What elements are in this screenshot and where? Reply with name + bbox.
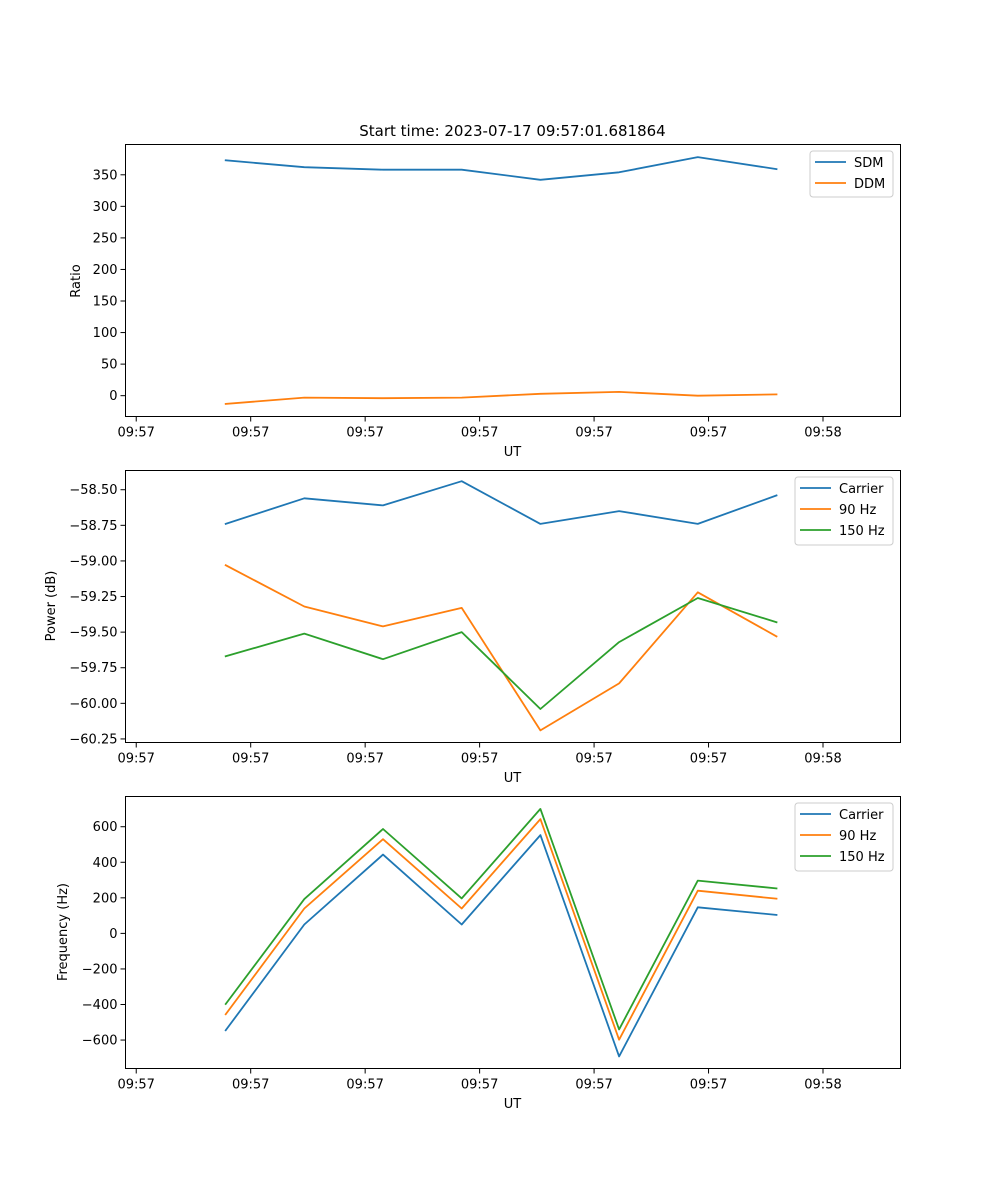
y-tick-label: 150 bbox=[93, 295, 118, 310]
y-tick-label: −58.75 bbox=[69, 519, 117, 534]
y-tick-label: −59.75 bbox=[69, 661, 117, 676]
x-tick-label: 09:57 bbox=[575, 1078, 612, 1093]
x-tick-label: 09:58 bbox=[804, 426, 841, 441]
series-line-90hz bbox=[224, 818, 778, 1041]
x-tick-label: 09:57 bbox=[461, 752, 498, 767]
power-y-label: Power (dB) bbox=[44, 571, 59, 642]
x-tick-label: 09:57 bbox=[232, 752, 269, 767]
x-tick-label: 09:57 bbox=[690, 1078, 727, 1093]
y-tick-label: 400 bbox=[93, 856, 118, 871]
frequency-x-label: UT bbox=[504, 1097, 522, 1112]
y-tick-label: −59.00 bbox=[69, 554, 117, 569]
legend-label-90hz: 90 Hz bbox=[839, 503, 876, 518]
legend-label-carrier: Carrier bbox=[839, 482, 884, 497]
series-line-carrier bbox=[224, 480, 778, 526]
x-tick-label: 09:57 bbox=[117, 1078, 154, 1093]
x-tick-label: 09:57 bbox=[232, 426, 269, 441]
series-line-sdm bbox=[224, 156, 778, 181]
chart-title: Start time: 2023-07-17 09:57:01.681864 bbox=[359, 122, 665, 140]
frequency-y-axis: −600 −400 −200 0 200 400 600 bbox=[82, 820, 126, 1049]
frequency-plot-frame bbox=[125, 796, 901, 1069]
x-tick-label: 09:57 bbox=[117, 426, 154, 441]
legend-label-150hz: 150 Hz bbox=[839, 850, 885, 865]
x-tick-label: 09:57 bbox=[575, 752, 612, 767]
y-tick-label: 300 bbox=[93, 200, 118, 215]
legend-label-sdm: SDM bbox=[854, 156, 883, 171]
frequency-x-axis: 09:57 09:57 09:57 09:57 09:57 09:57 09:58 bbox=[117, 1068, 842, 1093]
ratio-plot-frame bbox=[125, 144, 901, 417]
x-tick-label: 09:58 bbox=[804, 752, 841, 767]
y-tick-label: 100 bbox=[93, 326, 118, 341]
x-tick-label: 09:57 bbox=[461, 1078, 498, 1093]
y-tick-label: −200 bbox=[82, 962, 118, 977]
frequency-y-label: Frequency (Hz) bbox=[56, 883, 71, 981]
ratio-legend: SDM DDM bbox=[809, 150, 894, 198]
series-line-carrier bbox=[224, 834, 778, 1058]
y-tick-label: 250 bbox=[93, 231, 118, 246]
y-tick-label: −58.50 bbox=[69, 483, 117, 498]
y-tick-label: −600 bbox=[82, 1034, 118, 1049]
y-tick-label: −60.00 bbox=[69, 697, 117, 712]
power-legend-box bbox=[794, 476, 894, 546]
x-tick-label: 09:57 bbox=[232, 1078, 269, 1093]
legend-label-150hz: 150 Hz bbox=[839, 524, 885, 539]
y-tick-label: 0 bbox=[109, 927, 117, 942]
ratio-x-axis: 09:57 09:57 09:57 09:57 09:57 09:57 09:58 bbox=[117, 416, 842, 441]
legend-label-ddm: DDM bbox=[854, 177, 885, 192]
ratio-y-label: Ratio bbox=[69, 264, 84, 297]
power-series bbox=[224, 480, 778, 732]
power-plot-frame bbox=[125, 470, 901, 743]
power-x-axis: 09:57 09:57 09:57 09:57 09:57 09:57 09:58 bbox=[117, 742, 842, 767]
frequency-legend: Carrier 90 Hz 150 Hz bbox=[794, 802, 894, 872]
x-tick-label: 09:58 bbox=[804, 1078, 841, 1093]
y-tick-label: 200 bbox=[93, 891, 118, 906]
y-tick-label: 200 bbox=[93, 263, 118, 278]
y-tick-label: −400 bbox=[82, 998, 118, 1013]
series-line-150hz bbox=[224, 808, 778, 1031]
y-tick-label: 50 bbox=[101, 358, 118, 373]
legend-label-carrier: Carrier bbox=[839, 808, 884, 823]
legend-label-90hz: 90 Hz bbox=[839, 829, 876, 844]
power-y-axis: −60.25 −60.00 −59.75 −59.50 −59.25 −59.00 −58.… bbox=[69, 483, 126, 747]
x-tick-label: 09:57 bbox=[690, 752, 727, 767]
x-tick-label: 09:57 bbox=[117, 752, 154, 767]
x-tick-label: 09:57 bbox=[346, 752, 383, 767]
y-tick-label: 350 bbox=[93, 168, 118, 183]
x-tick-label: 09:57 bbox=[346, 426, 383, 441]
power-legend: Carrier 90 Hz 150 Hz bbox=[794, 476, 894, 546]
y-tick-label: 0 bbox=[109, 389, 117, 404]
power-panel: −60.25 −60.00 −59.75 −59.50 −59.25 −59.00 −58.… bbox=[44, 470, 901, 786]
y-tick-label: −60.25 bbox=[69, 732, 117, 747]
y-tick-label: 600 bbox=[93, 820, 118, 835]
x-tick-label: 09:57 bbox=[346, 1078, 383, 1093]
series-line-ddm bbox=[224, 390, 778, 405]
x-tick-label: 09:57 bbox=[575, 426, 612, 441]
x-tick-label: 09:57 bbox=[690, 426, 727, 441]
x-tick-label: 09:57 bbox=[461, 426, 498, 441]
series-line-90hz bbox=[224, 563, 778, 732]
series-line-150hz bbox=[224, 597, 778, 710]
y-tick-label: −59.50 bbox=[69, 626, 117, 641]
ratio-x-label: UT bbox=[504, 445, 522, 460]
y-tick-label: −59.25 bbox=[69, 590, 117, 605]
power-x-label: UT bbox=[504, 771, 522, 786]
frequency-legend-box bbox=[794, 802, 894, 872]
ratio-y-axis: 0 50 100 150 200 250 300 350 bbox=[93, 168, 126, 404]
ratio-series bbox=[224, 156, 778, 405]
frequency-series bbox=[224, 808, 778, 1058]
